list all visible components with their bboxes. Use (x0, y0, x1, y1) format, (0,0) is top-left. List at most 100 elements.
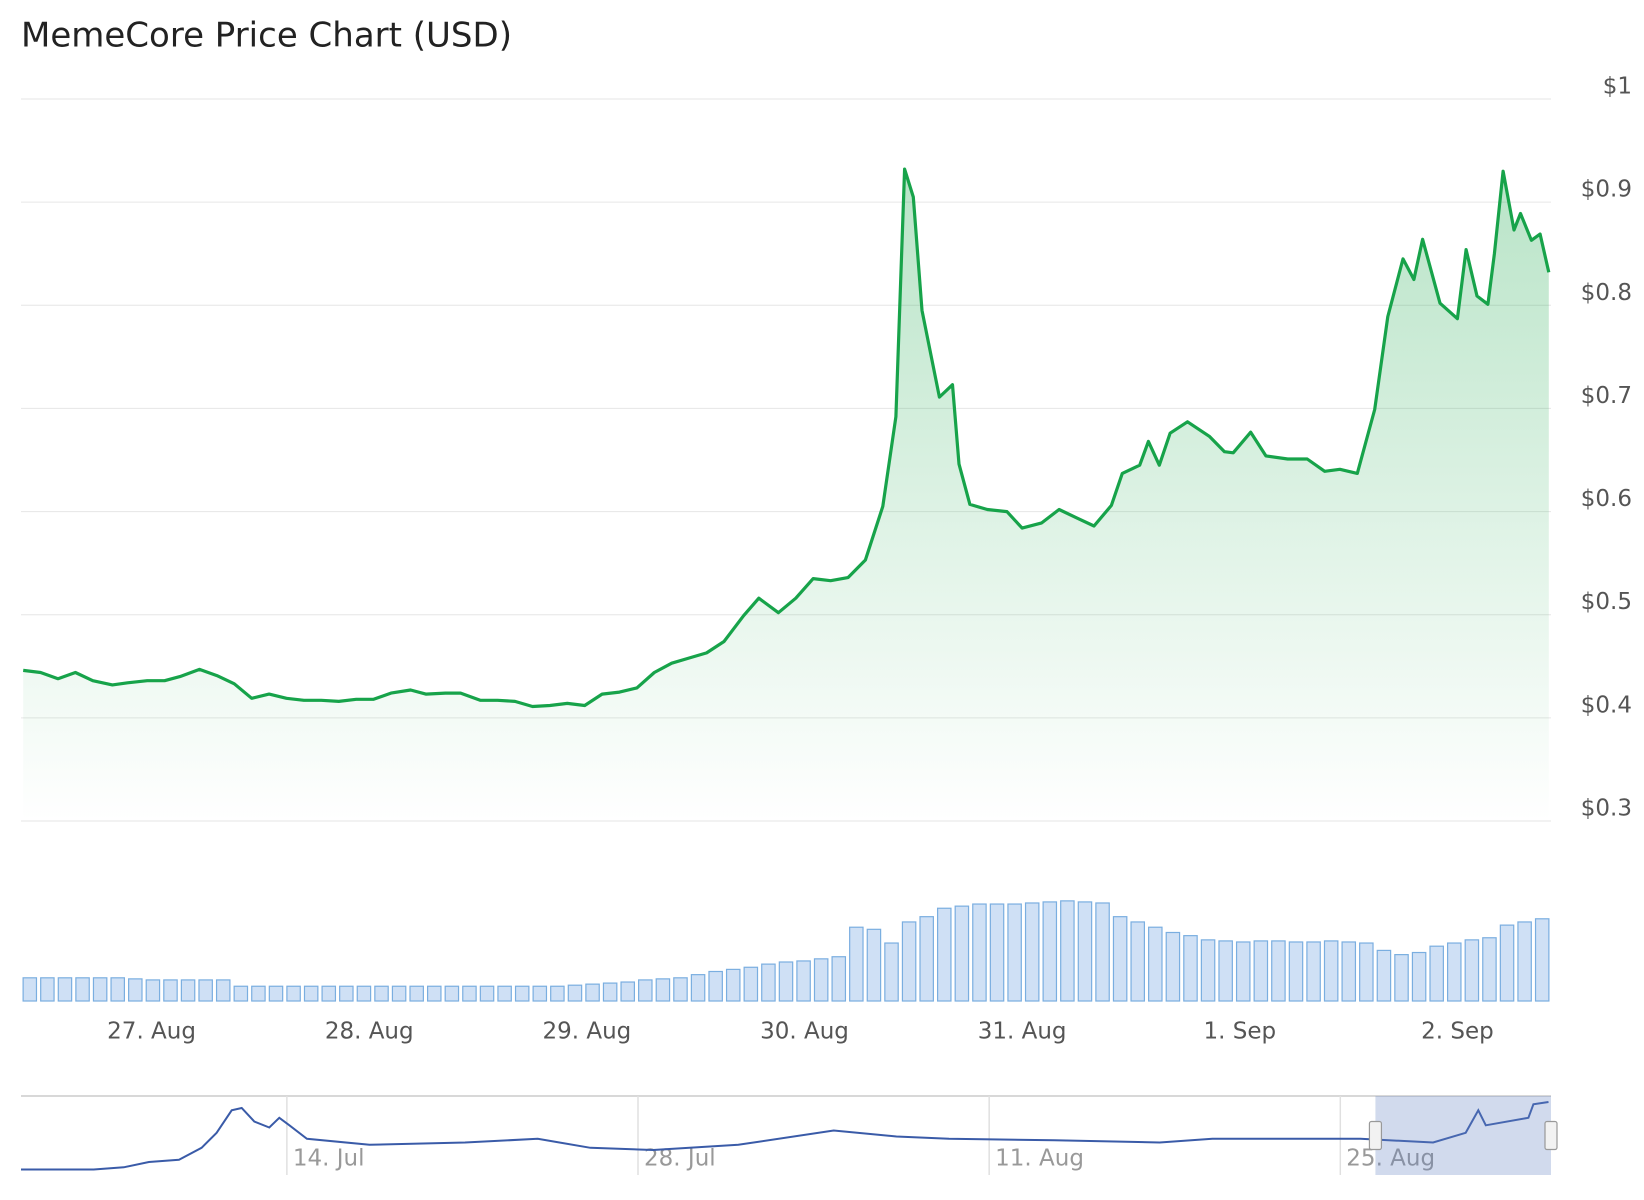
volume-bar (1235, 941, 1251, 1002)
volume-bar (761, 963, 776, 1002)
volume-bar (602, 982, 618, 1002)
volume-bar (92, 977, 108, 1002)
navigator-tick-label: 14. Jul (293, 1146, 365, 1172)
volume-bar (936, 907, 952, 1002)
x-tick-label: 27. Aug (107, 1019, 196, 1045)
volume-bar (1024, 902, 1040, 1002)
x-tick-label: 2. Sep (1421, 1019, 1494, 1045)
y-tick-label: $0.6 (1581, 486, 1632, 512)
volume-bar (497, 985, 512, 1002)
volume-bar (1429, 945, 1444, 1002)
volume-bar (1517, 921, 1532, 1002)
volume-bar (954, 905, 970, 1002)
volume-bar (919, 916, 934, 1002)
volume-bar (22, 977, 38, 1002)
volume-bar (567, 984, 583, 1002)
volume-bar (849, 926, 864, 1002)
volume-bar (339, 985, 354, 1002)
volume-bar (1200, 939, 1216, 1002)
volume-bar (989, 903, 1005, 1002)
navigator-handle[interactable] (1368, 1120, 1383, 1151)
volume-bar (163, 979, 178, 1002)
volume-bar (1112, 916, 1128, 1002)
navigator-tick-label: 11. Aug (995, 1146, 1084, 1172)
volume-bar (303, 985, 319, 1002)
volume-bar (1271, 940, 1286, 1002)
volume-bar (233, 985, 249, 1002)
volume-bar (972, 903, 987, 1002)
volume-bar (673, 977, 688, 1002)
volume-bar (391, 985, 407, 1002)
volume-bar (251, 985, 266, 1002)
chart-title: MemeCore Price Chart (USD) (21, 16, 512, 56)
volume-bar (1376, 949, 1392, 1002)
volume-bar (638, 979, 653, 1002)
volume-bar (1464, 939, 1480, 1002)
x-tick-label: 30. Aug (760, 1019, 849, 1045)
navigator-handle[interactable] (1544, 1120, 1558, 1151)
volume-bar (286, 985, 301, 1002)
volume-bar (1042, 901, 1058, 1002)
volume-bar (57, 977, 73, 1002)
volume-bar (743, 966, 759, 1002)
volume-bar (708, 970, 723, 1002)
volume-bar (409, 985, 424, 1002)
volume-bar (796, 960, 811, 1002)
x-tick-label: 29. Aug (542, 1019, 631, 1045)
volume-bar (620, 981, 636, 1002)
y-tick-label: $1 (1603, 74, 1632, 100)
volume-bar (356, 985, 372, 1002)
y-tick-label: $0.5 (1581, 589, 1632, 615)
navigator-selection[interactable] (1375, 1096, 1551, 1175)
volume-bar (690, 974, 706, 1002)
volume-bar (1394, 954, 1409, 1002)
price-line (23, 167, 1551, 709)
volume-bar (145, 979, 161, 1002)
y-tick-label: $0.7 (1581, 383, 1632, 409)
volume-bar (110, 977, 126, 1002)
volume-bar (1218, 940, 1233, 1002)
volume-bar (1183, 935, 1198, 1002)
volume-bar (866, 928, 882, 1002)
volume-bar (884, 942, 899, 1002)
volume-bar (444, 985, 460, 1002)
volume-bar (1341, 941, 1357, 1002)
price-area (23, 169, 1549, 822)
volume-bar (1148, 926, 1163, 1002)
volume-bar (426, 985, 442, 1002)
volume-bar (198, 979, 213, 1002)
volume-bar (1482, 937, 1497, 1002)
volume-bar (215, 979, 231, 1002)
volume-bar (532, 985, 548, 1002)
x-tick-label: 31. Aug (978, 1019, 1067, 1045)
volume-bar (1411, 951, 1427, 1002)
volume-bar (778, 961, 794, 1002)
volume-bar (1288, 941, 1304, 1002)
y-tick-label: $0.3 (1581, 796, 1632, 822)
volume-bar (1534, 918, 1550, 1002)
navigator-line (21, 1101, 1549, 1171)
volume-bar (514, 985, 530, 1002)
y-tick-label: $0.8 (1581, 280, 1632, 306)
y-tick-label: $0.9 (1581, 177, 1632, 203)
volume-bar (462, 985, 477, 1002)
volume-bar (268, 985, 284, 1002)
volume-bar (1323, 940, 1339, 1002)
volume-bar (585, 983, 600, 1002)
volume-bar (128, 978, 143, 1002)
volume-bar (321, 985, 337, 1002)
volume-bar (1446, 942, 1462, 1002)
volume-bar (901, 921, 917, 1002)
volume-bar (75, 977, 90, 1002)
volume-bar (831, 956, 847, 1002)
volume-bar (1077, 901, 1093, 1002)
volume-bar (813, 958, 829, 1002)
volume-bar (1007, 903, 1022, 1002)
volume-bar (1359, 942, 1374, 1002)
volume-bar (1165, 931, 1181, 1002)
volume-bar (1060, 900, 1075, 1002)
volume-bar (180, 979, 196, 1002)
volume-bar (1499, 924, 1515, 1002)
volume-bar (374, 985, 389, 1002)
